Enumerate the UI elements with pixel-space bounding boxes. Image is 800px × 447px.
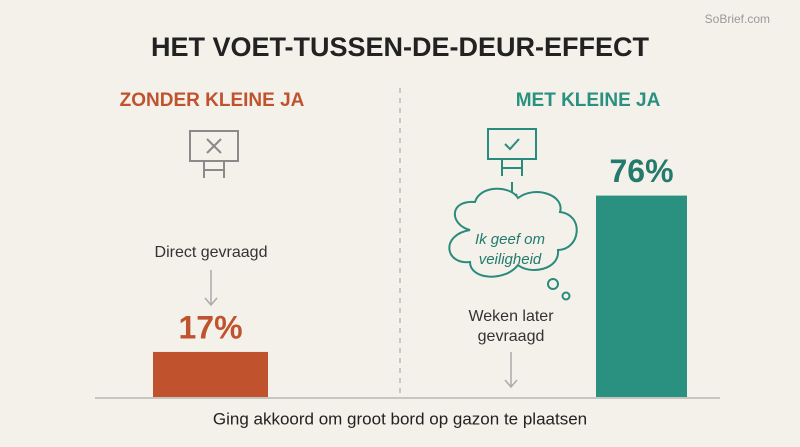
annotation: Weken later <box>468 308 554 325</box>
category-label: ZONDER KLEINE JA <box>120 90 305 111</box>
thought-cloud <box>448 187 578 301</box>
bar <box>596 195 687 397</box>
watermark: SoBrief.com <box>705 12 770 26</box>
arrow <box>204 270 218 307</box>
thought-text: Ik geef om <box>475 231 545 248</box>
category-label: MET KLEINE JA <box>516 90 661 111</box>
sign-icon-no <box>189 130 239 178</box>
bar <box>153 351 268 397</box>
arrow <box>504 352 518 389</box>
x-axis-label: Ging akkoord om groot bord op gazon te p… <box>213 409 587 428</box>
thought-text: veiligheid <box>479 251 542 268</box>
value-label: 76% <box>609 153 673 189</box>
value-label: 17% <box>178 309 242 345</box>
annotation: Direct gevraagd <box>155 244 268 261</box>
chart-title: HET VOET-TUSSEN-DE-DEUR-EFFECT <box>151 32 650 62</box>
annotation: gevraagd <box>478 328 545 345</box>
